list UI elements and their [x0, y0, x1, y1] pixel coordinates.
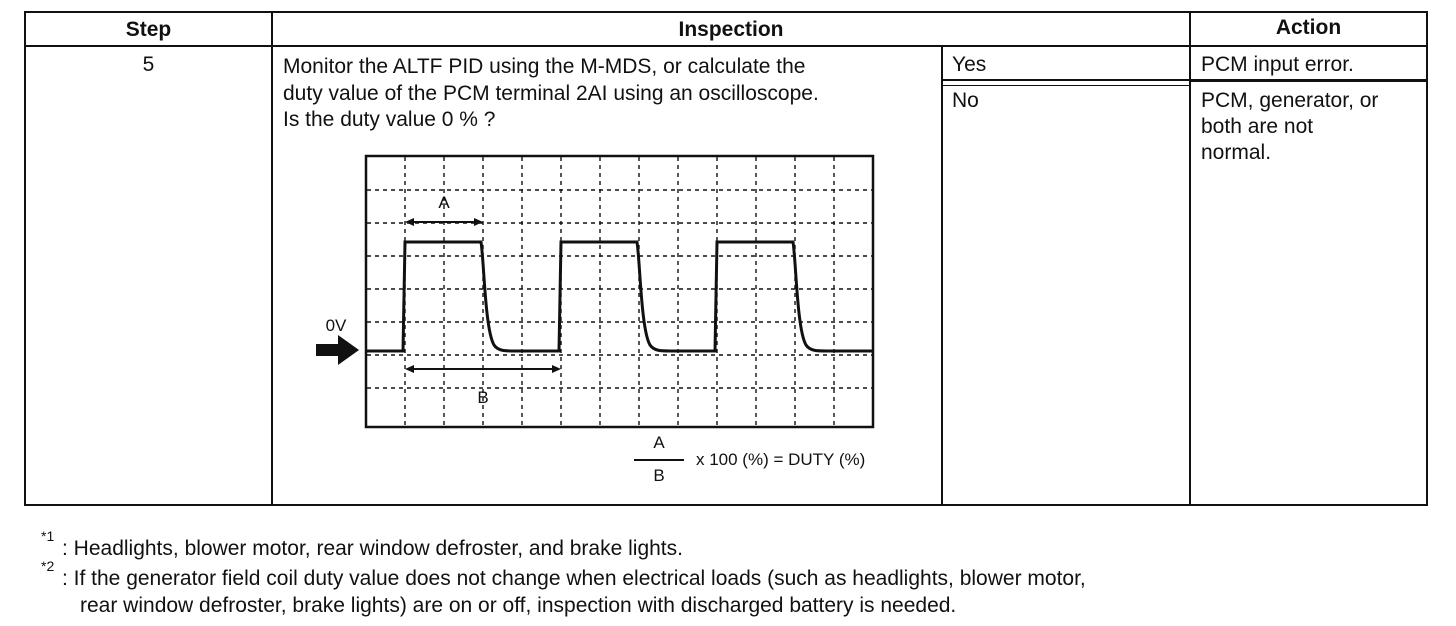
formula-rest: x 100 (%) = DUTY (%)	[696, 450, 866, 469]
inspection-question: Is the duty value 0 % ?	[283, 108, 496, 131]
header-step: Step	[125, 18, 172, 41]
action-no-line: both are not	[1201, 115, 1314, 138]
scope-screen-frame	[364, 154, 875, 429]
dimension-a-arrow	[405, 218, 483, 226]
answer-yes: Yes	[952, 53, 987, 76]
step-column-divider	[271, 11, 273, 506]
inspection-line: duty value of the PCM terminal 2AI using…	[283, 82, 819, 105]
formula-denominator: B	[653, 466, 665, 485]
action-row-divider	[1189, 81, 1428, 82]
zero-volt-arrow-icon	[316, 335, 359, 365]
answer-column-divider	[941, 45, 943, 506]
inspection-line: Monitor the ALTF PID using the M-MDS, or…	[283, 55, 806, 78]
table-border-bottom	[24, 504, 1428, 506]
dimension-b-arrow	[405, 365, 561, 373]
footnote-mark: *2	[41, 558, 55, 574]
action-yes: PCM input error.	[1201, 53, 1354, 76]
scope-grid	[367, 157, 872, 426]
table-border-right	[1426, 11, 1428, 506]
action-column-divider	[1189, 11, 1191, 506]
header-bottom-rule	[24, 45, 1428, 47]
header-inspection: Inspection	[678, 18, 784, 41]
label-a: A	[438, 193, 450, 212]
footnote-mark: *1	[41, 528, 55, 544]
yes-row-divider	[941, 79, 1428, 81]
zero-volt-label: 0V	[326, 316, 347, 335]
no-row-top-rule	[941, 85, 1190, 86]
label-b: B	[477, 388, 488, 407]
oscilloscope-diagram: A B 0V	[316, 154, 875, 429]
formula-numerator: A	[653, 433, 665, 452]
step-number: 5	[142, 53, 155, 76]
duty-waveform	[366, 240, 872, 353]
table-border-top	[24, 11, 1428, 13]
formula-fraction-bar	[634, 459, 684, 461]
answer-no: No	[952, 89, 979, 112]
action-no-line: normal.	[1201, 141, 1272, 164]
action-no-line: PCM, generator, or	[1201, 89, 1379, 112]
footnote-text: : Headlights, blower motor, rear window …	[62, 537, 683, 560]
table-border-left	[24, 11, 26, 506]
footnote-text: rear window defroster, brake lights) are…	[80, 594, 957, 617]
header-action: Action	[1275, 16, 1342, 39]
footnote-text: : If the generator field coil duty value…	[62, 567, 1086, 590]
